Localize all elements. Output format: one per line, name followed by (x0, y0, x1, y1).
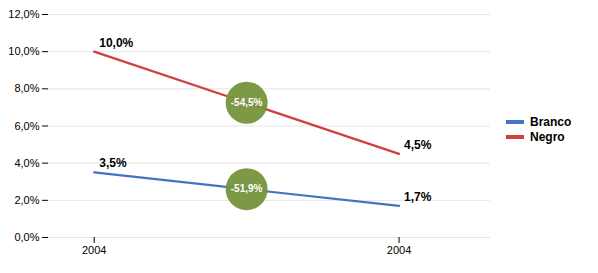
svg-text:4,5%: 4,5% (404, 138, 432, 152)
svg-text:2004: 2004 (387, 244, 411, 256)
svg-text:1,7%: 1,7% (404, 190, 432, 204)
html-text:Negro: Negro (530, 129, 565, 144)
svg-text:-54,5%: -54,5% (231, 97, 263, 108)
svg-text:8,0%: 8,0% (14, 82, 39, 94)
svg-text:10,0%: 10,0% (8, 45, 39, 57)
svg-text:2,0%: 2,0% (14, 194, 39, 206)
svg-text:4,0%: 4,0% (14, 157, 39, 169)
svg-text:-51,9%: -51,9% (231, 183, 263, 194)
svg-text:3,5%: 3,5% (99, 156, 127, 170)
svg-text:6,0%: 6,0% (14, 120, 39, 132)
svg-text:0,0%: 0,0% (14, 231, 39, 243)
html-text:Branco: Branco (530, 114, 572, 129)
svg-text:10,0%: 10,0% (99, 36, 133, 50)
svg-text:2004: 2004 (82, 244, 106, 256)
svg-text:12,0%: 12,0% (8, 8, 39, 20)
